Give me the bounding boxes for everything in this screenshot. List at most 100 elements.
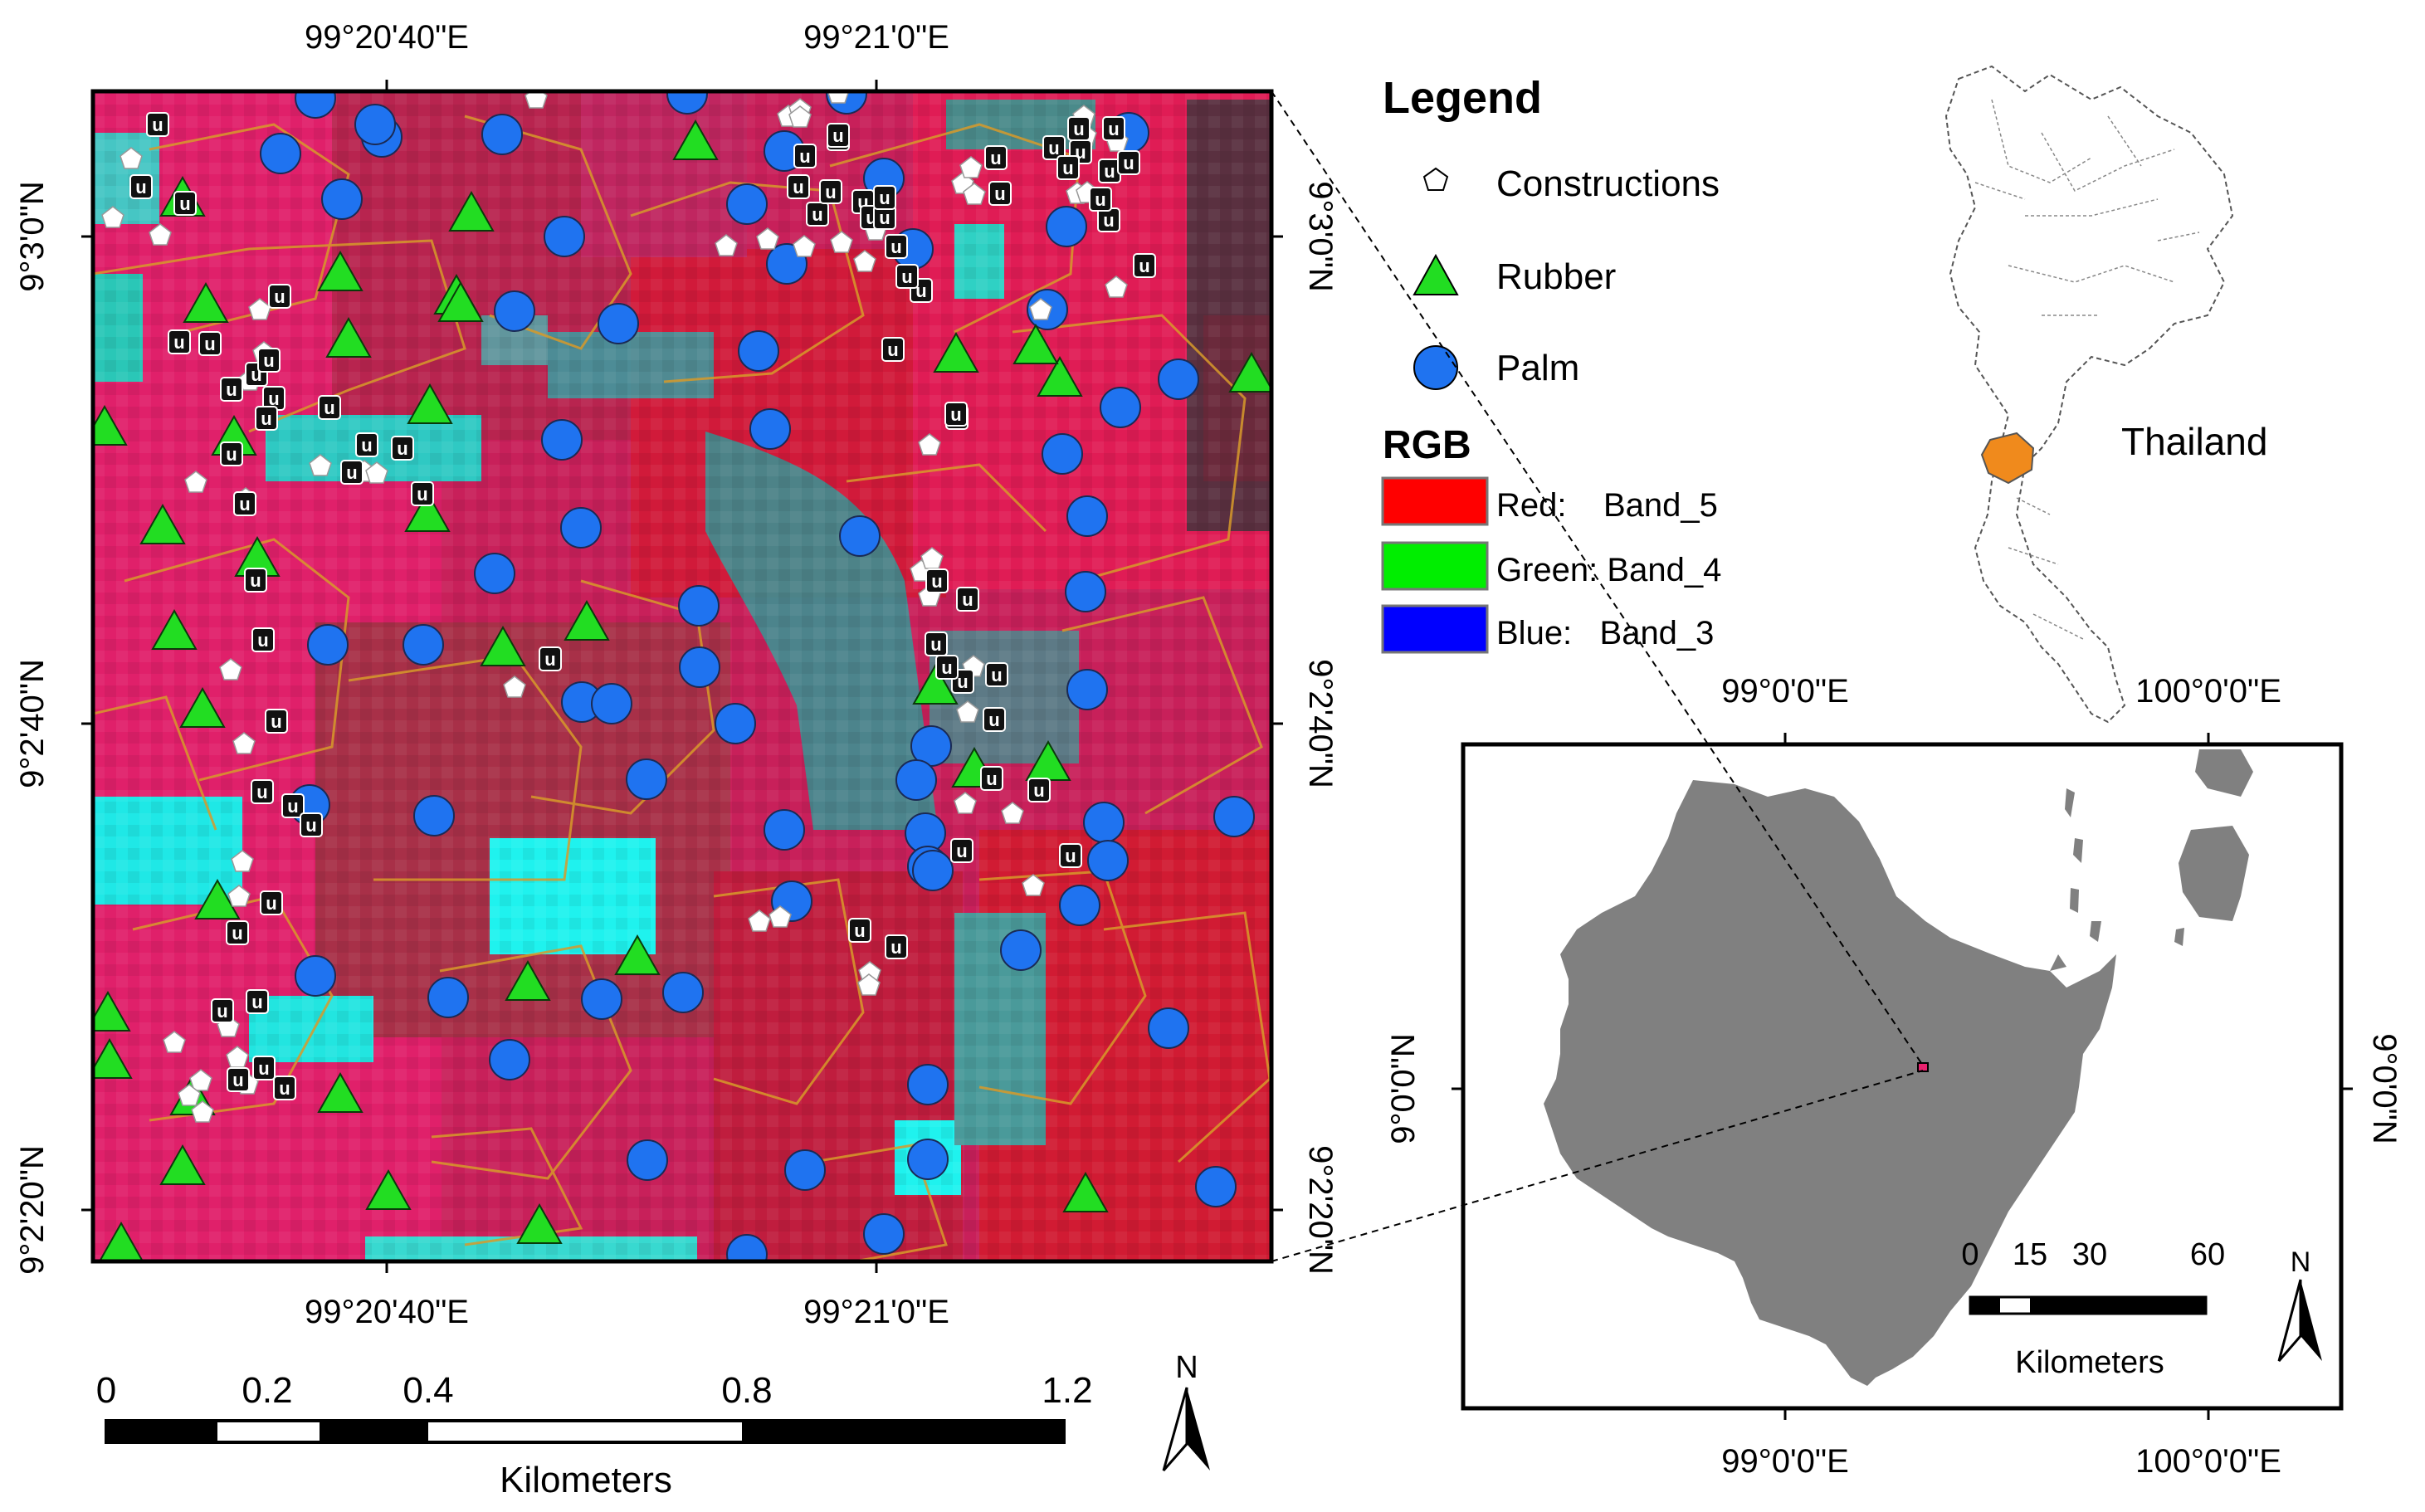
palm-point [1042, 433, 1083, 475]
rgb-item-label: Green: Band_4 [1496, 552, 1721, 588]
unknown-point [1027, 778, 1051, 802]
unknown-point-label: u [962, 589, 973, 610]
palm-point [544, 216, 585, 257]
unknown-point-label: u [361, 435, 372, 456]
palm-point [295, 91, 336, 119]
rubber-point [151, 608, 198, 650]
scale-label: 1.2 [1042, 1370, 1092, 1411]
unknown-point-label: u [1073, 119, 1084, 139]
rubber-point [912, 663, 959, 705]
construction-point [503, 676, 526, 698]
construction-point [525, 91, 548, 109]
unknown-point-label: u [1065, 846, 1076, 866]
top-tick-label: 99°20'40"E [305, 19, 469, 56]
construction-point [793, 235, 816, 257]
unknown-point-label: u [232, 923, 242, 944]
thailand-label: Thailand [2121, 420, 2267, 463]
unknown-point-label: u [994, 183, 1005, 204]
palm-point [726, 1234, 768, 1261]
palm-point [1148, 1007, 1189, 1049]
palm-point [907, 1139, 949, 1180]
unknown-point [340, 460, 364, 485]
scale-unit: Kilometers [500, 1460, 672, 1500]
unknown-point-label: u [988, 710, 999, 730]
palm-point [679, 646, 720, 688]
unknown-point [251, 779, 274, 804]
palm-point [863, 1213, 905, 1255]
palm-point [581, 978, 622, 1020]
unknown-point [885, 934, 908, 959]
unknown-point [246, 989, 269, 1014]
construction-point [101, 206, 124, 228]
palm-point [1083, 802, 1125, 843]
construction-point [715, 234, 738, 256]
red-band-swatch [1381, 476, 1489, 526]
rubber-point [448, 190, 495, 232]
scale-label: 0.8 [721, 1370, 772, 1411]
palm-point [1158, 358, 1199, 400]
study-area-marker [1917, 1062, 1929, 1072]
unknown-point-label: u [825, 182, 836, 202]
unknown-point [950, 838, 973, 863]
unknown-point-label: u [274, 286, 285, 307]
unknown-point-label: u [544, 649, 555, 670]
inset-right-tick-label: 9°0'0"N [2366, 1033, 2403, 1144]
unknown-point [793, 144, 817, 168]
palm-point [907, 1064, 949, 1105]
legend-title: Legend [1383, 73, 1542, 123]
rubber-point [407, 383, 453, 424]
palm-icon [1413, 345, 1458, 390]
unknown-point [1089, 187, 1112, 212]
unknown-point-label: u [1103, 210, 1114, 231]
unknown-point-label: u [173, 332, 184, 353]
palm-point [666, 91, 708, 115]
rubber-point [933, 331, 979, 373]
unknown-point [1056, 155, 1080, 180]
unknown-point [983, 707, 1006, 732]
palm-point [354, 104, 396, 145]
unknown-point [220, 441, 243, 466]
unknown-point [173, 191, 197, 216]
unknown-point-label: u [261, 408, 271, 429]
unknown-point [980, 766, 1003, 791]
unknown-point-label: u [271, 711, 281, 732]
unknown-point-label: u [1033, 780, 1044, 801]
unknown-point [988, 181, 1012, 206]
legend-item-label: Constructions [1496, 163, 1720, 204]
construction-point [1022, 874, 1045, 896]
rubber-point [516, 1202, 563, 1244]
rubber-point [505, 959, 551, 1001]
construction-point [857, 973, 881, 996]
unknown-point [925, 632, 948, 656]
inset-top-tick-label: 100°0'0"E [2135, 673, 2281, 710]
palm-point [1100, 387, 1141, 428]
inset-scale-bar: 0 15 30 60 Kilometers [1961, 1237, 2225, 1380]
construction-point [120, 147, 143, 169]
unknown-point [985, 662, 1008, 687]
rubber-point [159, 1144, 206, 1185]
unknown-point [265, 709, 288, 734]
palm-point [481, 114, 523, 155]
rubber-point [564, 599, 610, 641]
unknown-point [318, 395, 341, 420]
unknown-point [885, 234, 908, 259]
unknown-point-label: u [793, 177, 803, 198]
rubber-point [1037, 355, 1083, 397]
unknown-point [1042, 135, 1066, 160]
palm-point [1046, 206, 1087, 247]
unknown-point [411, 481, 434, 506]
unknown-point-label: u [397, 438, 407, 459]
constructions-icon [1422, 167, 1449, 191]
construction-point [768, 905, 792, 928]
palm-point [260, 133, 301, 174]
construction-point [1029, 298, 1052, 320]
rubber-point [1062, 1171, 1109, 1212]
palm-point [749, 408, 791, 450]
construction-point [163, 1031, 186, 1053]
unknown-point-label: u [204, 334, 215, 354]
unknown-point-label: u [258, 1058, 269, 1079]
construction-point [184, 471, 207, 493]
unknown-point-label: u [251, 992, 262, 1012]
rubber-point [139, 503, 186, 544]
